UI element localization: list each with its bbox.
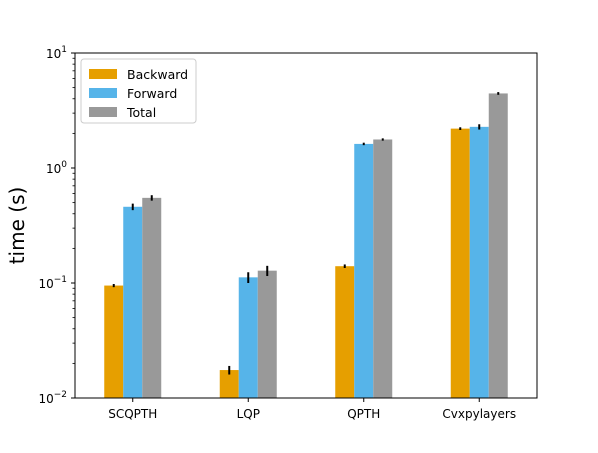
legend-swatch-backward — [89, 69, 117, 79]
bar-forward-qpth — [354, 143, 374, 398]
bars-layer — [104, 93, 508, 398]
bar-total-qpth — [373, 139, 393, 398]
bar-forward-cvxpylayers — [469, 126, 489, 398]
bar-forward-lqp — [238, 277, 258, 398]
y-tick-label: 100 — [46, 160, 67, 176]
bar-total-lqp — [257, 270, 277, 398]
error-bars-layer — [112, 92, 500, 375]
legend: Backward Forward Total — [80, 58, 197, 124]
x-axis-ticks: SCQPTH LQP QPTH Cvxpylayers — [108, 398, 516, 421]
bar-backward-cvxpylayers — [450, 128, 470, 398]
legend-swatch-total — [89, 107, 117, 117]
x-tick-label: SCQPTH — [108, 407, 157, 421]
y-axis-label: time (s) — [5, 187, 29, 265]
legend-label-total: Total — [126, 105, 156, 120]
bar-total-scqpth — [142, 197, 162, 398]
bar-total-cvxpylayers — [488, 93, 508, 398]
bar-forward-scqpth — [123, 206, 143, 398]
bar-backward-qpth — [335, 266, 355, 398]
y-tick-label: 10−2 — [38, 390, 67, 406]
x-tick-label: Cvxpylayers — [442, 407, 516, 421]
x-tick-label: LQP — [237, 407, 260, 421]
bar-backward-scqpth — [104, 285, 124, 398]
y-axis-ticks: 10−2 10−1 100 101 — [38, 45, 75, 406]
bar-backward-lqp — [219, 370, 239, 398]
legend-swatch-forward — [89, 88, 117, 98]
legend-label-forward: Forward — [127, 86, 177, 101]
y-tick-label: 101 — [46, 45, 67, 61]
plot-frame — [74, 52, 538, 399]
legend-label-backward: Backward — [127, 67, 188, 82]
x-tick-label: QPTH — [347, 407, 380, 421]
y-tick-label: 10−1 — [38, 275, 67, 291]
